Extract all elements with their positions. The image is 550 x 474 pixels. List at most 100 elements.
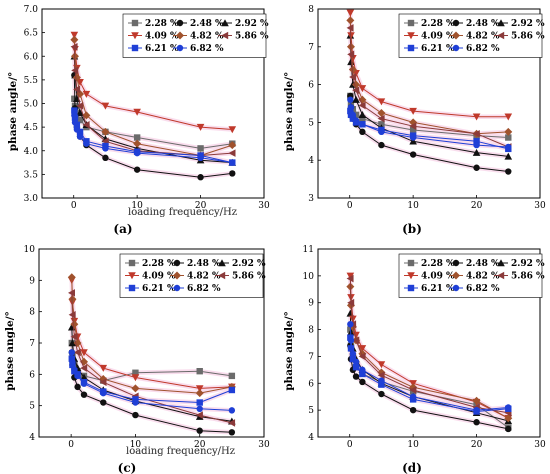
- panel-label: (d): [402, 461, 422, 474]
- legend-marker: [452, 259, 460, 267]
- data-point: [133, 108, 141, 116]
- legend-item: 4.82 %: [449, 271, 500, 282]
- data-point: [347, 337, 355, 344]
- legend-label: 2.48 %: [466, 259, 500, 269]
- data-point: [195, 411, 203, 419]
- legend-label: 2.28 %: [142, 259, 176, 269]
- legend-label: 2.48 %: [190, 19, 224, 29]
- data-point: [352, 358, 360, 365]
- legend-label: 6.82 %: [187, 284, 221, 294]
- legend-marker: [452, 19, 460, 27]
- data-point: [100, 399, 107, 406]
- data-point: [131, 374, 140, 382]
- data-point: [473, 138, 480, 145]
- legend-marker: [131, 32, 139, 40]
- legend-item: 6.21 %: [128, 44, 179, 54]
- data-point: [228, 126, 237, 134]
- data-point: [71, 66, 79, 75]
- x-tick-label: 30: [258, 440, 270, 450]
- legend-item: 6.21 %: [404, 44, 455, 54]
- y-tick-label: 4: [308, 433, 314, 443]
- data-point: [80, 364, 88, 372]
- data-point: [347, 50, 355, 59]
- data-point: [197, 154, 204, 162]
- legend-item: 5.86 %: [215, 272, 266, 282]
- legend-item: 2.48 %: [170, 259, 221, 269]
- y-axis-title: phase angle/°: [4, 311, 16, 391]
- data-point: [504, 152, 513, 160]
- data-point: [472, 396, 481, 405]
- data-point: [377, 108, 386, 117]
- y-tick-label: 7: [29, 339, 35, 349]
- x-axis-title: loading frequency/Hz: [126, 446, 235, 457]
- series-glow-586: [348, 278, 509, 416]
- data-point: [358, 111, 367, 119]
- legend-item: 4.09 %: [125, 272, 176, 282]
- data-point: [102, 154, 109, 162]
- data-point: [504, 113, 513, 121]
- data-point: [80, 391, 88, 398]
- legend-marker: [452, 44, 460, 52]
- x-axis-title: loading frequency/Hz: [128, 207, 237, 218]
- legend-marker: [128, 284, 136, 292]
- legend-marker: [218, 271, 226, 280]
- data-point: [101, 127, 110, 136]
- y-tick-label: 7: [308, 352, 314, 362]
- data-point: [349, 115, 357, 122]
- data-point: [70, 31, 79, 39]
- data-point: [133, 149, 141, 157]
- data-point: [346, 272, 355, 280]
- data-point: [347, 96, 354, 103]
- legend-item: 2.92 %: [494, 19, 545, 29]
- data-point: [228, 141, 237, 150]
- data-point: [472, 129, 480, 138]
- data-point: [505, 143, 512, 151]
- data-point: [358, 345, 367, 353]
- y-tick-label: 4: [308, 156, 314, 166]
- data-point: [68, 349, 75, 356]
- legend-label: 4.82 %: [466, 32, 500, 42]
- legend-label: 4.09 %: [145, 32, 179, 42]
- data-point: [195, 385, 204, 393]
- legend-item: 5.86 %: [494, 272, 545, 282]
- data-point: [347, 345, 355, 352]
- series-682: [68, 349, 236, 414]
- legend-item: 2.92 %: [215, 259, 266, 269]
- legend-item: 4.82 %: [449, 31, 500, 42]
- data-point: [133, 166, 141, 173]
- y-tick-label: 8: [308, 5, 314, 15]
- data-point: [228, 429, 236, 436]
- data-point: [347, 298, 355, 307]
- y-tick-label: 10: [303, 272, 315, 282]
- legend-label: 6.21 %: [421, 44, 455, 54]
- data-point: [409, 134, 417, 141]
- legend-item: 5.86 %: [218, 32, 269, 42]
- data-point: [195, 389, 204, 398]
- data-point: [71, 107, 78, 114]
- data-point: [358, 85, 367, 93]
- legend-item: 4.82 %: [170, 271, 221, 282]
- x-tick-label: 0: [347, 440, 353, 450]
- legend-item: 6.21 %: [125, 284, 176, 294]
- legend-marker: [131, 44, 139, 52]
- data-point: [505, 168, 512, 175]
- series-586: [67, 289, 236, 427]
- y-tick-label: 6: [308, 379, 314, 389]
- legend-item: 4.09 %: [128, 32, 179, 42]
- x-tick-label: 30: [534, 440, 546, 450]
- legend-marker: [452, 271, 460, 280]
- data-point: [73, 85, 81, 94]
- data-point: [377, 114, 385, 123]
- legend-marker: [221, 31, 229, 40]
- series-682: [347, 96, 512, 151]
- x-tick-label: 20: [471, 440, 483, 450]
- data-point: [100, 389, 107, 397]
- legend: 2.28 % 2.48 % 2.92 % 4.09 % 4.82 % 5.86 % 6.21…: [398, 13, 545, 58]
- legend: 2.28 % 2.48 % 2.92 % 4.09 % 4.82 % 5.86 % 6.21…: [398, 253, 545, 298]
- data-point: [228, 386, 236, 394]
- legend-label: 4.82 %: [466, 272, 500, 282]
- data-point: [347, 107, 354, 115]
- data-point: [70, 332, 78, 341]
- data-point: [359, 366, 366, 374]
